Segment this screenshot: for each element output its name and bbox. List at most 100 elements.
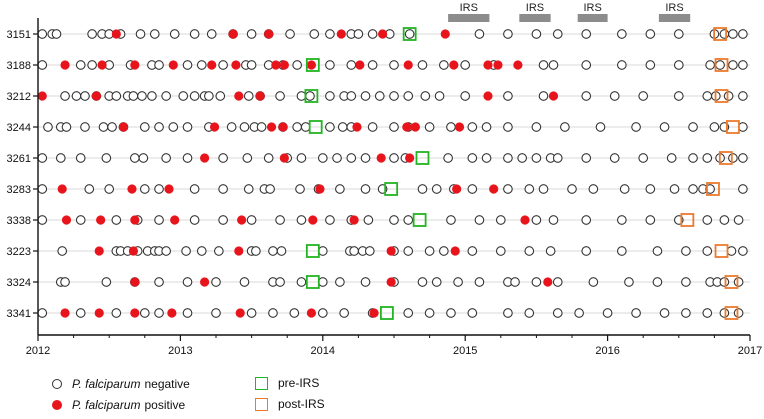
negative-point [189,29,200,39]
negative-point [182,153,193,163]
negative-point [292,60,303,70]
positive-point [306,60,317,70]
positive-point [454,122,465,132]
negative-point [431,184,442,194]
negative-point [581,91,592,101]
positive-point [37,91,47,101]
y-tick-label-3212: 3212 [7,91,31,103]
negative-point [467,184,478,194]
negative-point [239,122,250,132]
negative-point [196,60,207,70]
post-irs-box [713,27,727,41]
negative-point [182,308,193,318]
positive-point [493,60,503,70]
negative-point [688,184,698,194]
negative-point [403,91,414,101]
positive-point [543,277,553,287]
negative-point [688,153,698,163]
y-tick-label-3151: 3151 [7,29,31,41]
positive-point [60,60,70,70]
negative-point [719,277,730,287]
positive-point [520,215,530,225]
negative-point [434,91,445,101]
negative-point [581,215,592,225]
legend-negative-label: negative [144,377,190,391]
negative-point [645,29,656,39]
negative-point [256,122,267,132]
negative-point [474,277,485,287]
negative-point [602,308,613,318]
y-tick-label-3244: 3244 [7,122,31,134]
positive-point [271,60,281,70]
irs-bar-2 [519,14,551,22]
negative-point [211,308,221,318]
negative-point [538,60,549,70]
negative-point [138,153,149,163]
positive-point [127,184,137,194]
negative-point [206,29,217,39]
negative-point [101,277,112,287]
negative-point [296,153,307,163]
negative-point [510,277,520,287]
positive-point [97,60,107,70]
y-tick-label-3341: 3341 [7,308,31,320]
negative-point [709,122,720,132]
positive-point [200,153,210,163]
positive-point [255,91,265,101]
negative-point [467,153,478,163]
negative-point [189,215,200,225]
negative-point [111,215,122,225]
post-irs-box [724,275,739,289]
negative-point [51,29,62,39]
axes: 3151 3188 3212 3244 3261 3283 3338 3223 3324 3341… [7,18,762,357]
negative-point [738,122,748,132]
negative-point [154,184,164,194]
negative-point [431,277,442,287]
negative-point [98,122,109,132]
negative-point [161,153,172,163]
negative-point [467,122,478,132]
negative-point [705,60,715,70]
negative-point [135,29,146,39]
negative-point [204,91,214,101]
post-irs-box [714,244,729,258]
negative-point [588,184,599,194]
positive-point [355,60,365,70]
negative-point [325,122,335,132]
negative-point [275,215,285,225]
negative-point [346,153,357,163]
negative-point [474,215,485,225]
negative-point [481,122,492,132]
positive-point [279,60,289,70]
negative-point [738,153,748,163]
negative-point [139,308,150,318]
negative-point [268,308,278,318]
positive-point [237,215,247,225]
negative-point [296,277,307,287]
y-tick-label-3338: 3338 [7,215,31,227]
negative-point [581,246,592,256]
negative-point [733,215,744,225]
y-tick-label-3188: 3188 [7,60,31,72]
negative-point [335,184,345,194]
negative-point [460,91,471,101]
negative-point [560,122,570,132]
positive-point [94,308,104,318]
positive-point [130,60,140,70]
negative-point [181,246,191,256]
negative-point [503,29,513,39]
negative-point [139,122,150,132]
negative-point [364,246,375,256]
negative-point [403,308,414,318]
negative-point [71,91,82,101]
y-tick-label-3283: 3283 [7,184,31,196]
negative-point [715,60,725,70]
negative-point [309,29,320,39]
negative-point [37,60,48,70]
negative-point [424,308,435,318]
negative-point [446,122,456,132]
negative-point [688,122,698,132]
negative-point [638,153,649,163]
negative-point [139,184,150,194]
negative-point [226,122,237,132]
